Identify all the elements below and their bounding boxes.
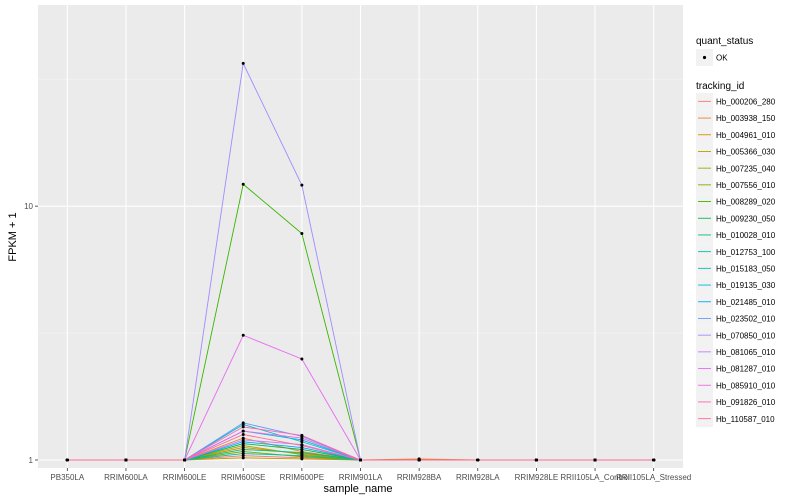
legend-label: Hb_012753_100 — [716, 248, 776, 257]
legend-label: OK — [716, 54, 728, 63]
legend-quant-status-title: quant_status — [696, 36, 753, 47]
legend-point-key — [702, 55, 707, 60]
data-point — [417, 458, 421, 462]
legend-label: Hb_010028_010 — [716, 231, 776, 240]
data-point — [241, 421, 245, 425]
x-axis-title: sample_name — [323, 483, 392, 495]
data-point — [241, 454, 245, 458]
x-axis: PB350LA RRIM600LA RRIM600LE RRIM600SE RRIM60… — [50, 468, 691, 482]
data-point — [359, 458, 362, 462]
data-point — [241, 429, 245, 433]
legend-label: Hb_007235_040 — [716, 164, 776, 173]
data-point — [65, 458, 69, 462]
data-point — [300, 433, 304, 437]
x-tick-label: RRIM928LE — [515, 473, 559, 482]
data-point — [241, 61, 245, 65]
data-point — [300, 457, 304, 461]
x-tick-label: RRIM928BA — [397, 473, 442, 482]
x-tick-label: PB350LA — [50, 473, 84, 482]
legend-label: Hb_091826_010 — [716, 398, 776, 407]
legend-label: Hb_005366_030 — [716, 148, 776, 157]
legend-label: Hb_008289_020 — [716, 198, 776, 207]
x-tick-label: RRIM600SE — [221, 473, 265, 482]
data-point — [241, 182, 245, 186]
data-point — [300, 444, 304, 448]
plot-panel — [38, 5, 683, 468]
data-point — [300, 454, 304, 458]
x-tick-label: RRIM901LA — [339, 473, 383, 482]
legend-tracking-id-title: tracking_id — [696, 81, 744, 92]
data-point — [476, 458, 480, 462]
data-point — [241, 456, 245, 460]
data-point — [241, 333, 245, 337]
data-point — [183, 458, 187, 462]
data-point — [124, 458, 128, 462]
y-tick-label: 10 — [24, 202, 33, 211]
x-tick-label: RRIM928LA — [456, 473, 500, 482]
x-tick-label: RRIM600LA — [104, 473, 148, 482]
data-point — [241, 425, 245, 429]
data-point — [300, 436, 304, 440]
legend-label: Hb_081287_010 — [716, 365, 776, 374]
data-point — [241, 452, 245, 456]
legend-label: Hb_009230_050 — [716, 214, 776, 223]
legend-label: Hb_007556_010 — [716, 181, 776, 190]
data-point — [300, 183, 304, 187]
x-tick-label: RRII105LA_Stressed — [616, 473, 691, 482]
legend-label: Hb_110587_010 — [716, 415, 775, 424]
legend-label: Hb_070850_010 — [716, 331, 776, 340]
data-point — [593, 458, 597, 462]
y-axis: 1 10 — [24, 202, 38, 465]
legend-label: Hb_019135_030 — [716, 281, 776, 290]
x-tick-label: RRII105LA_Control — [560, 473, 630, 482]
data-point — [241, 438, 245, 442]
legend-label: Hb_081065_010 — [716, 348, 776, 357]
legend-label: Hb_000206_280 — [716, 98, 776, 107]
data-point — [300, 451, 304, 455]
legend-label: Hb_023502_010 — [716, 315, 776, 324]
y-axis-title: FPKM + 1 — [7, 212, 19, 261]
legend-tracking-id: tracking_id Hb_000206_280 Hb_003938_150 Hb… — [696, 81, 776, 427]
data-point — [652, 458, 656, 462]
data-point — [241, 433, 245, 437]
data-point — [300, 232, 304, 236]
data-point — [241, 447, 245, 451]
legend-label: Hb_003938_150 — [716, 114, 776, 123]
data-point — [534, 458, 538, 462]
legend-label: Hb_015183_050 — [716, 265, 776, 274]
y-tick-label: 1 — [29, 456, 34, 465]
data-point — [300, 357, 304, 361]
x-tick-label: RRIM600LE — [163, 473, 207, 482]
legend-quant-status: quant_status OK — [696, 36, 753, 66]
legend-label: Hb_021485_010 — [716, 298, 776, 307]
x-tick-label: RRIM600PE — [280, 473, 324, 482]
legend-label: Hb_004961_010 — [716, 131, 776, 140]
legend-label: Hb_085910_010 — [716, 381, 776, 390]
